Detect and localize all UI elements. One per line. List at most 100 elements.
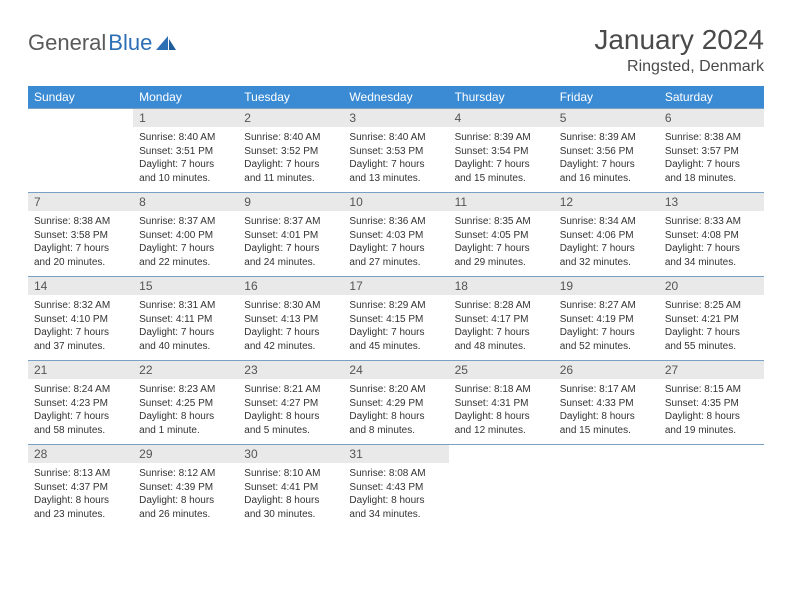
daylight-line2: and 55 minutes. [665, 340, 758, 354]
weekday-header: Saturday [659, 86, 764, 109]
day-details: Sunrise: 8:20 AMSunset: 4:29 PMDaylight:… [343, 379, 448, 439]
sunrise-text: Sunrise: 8:15 AM [665, 383, 758, 397]
sunset-text: Sunset: 4:00 PM [139, 229, 232, 243]
day-details: Sunrise: 8:39 AMSunset: 3:54 PMDaylight:… [449, 127, 554, 187]
sunrise-text: Sunrise: 8:36 AM [349, 215, 442, 229]
sunrise-text: Sunrise: 8:33 AM [665, 215, 758, 229]
calendar-empty-cell [449, 445, 554, 529]
sunset-text: Sunset: 4:31 PM [455, 397, 548, 411]
daylight-line2: and 15 minutes. [560, 424, 653, 438]
sunrise-text: Sunrise: 8:40 AM [349, 131, 442, 145]
sunset-text: Sunset: 4:05 PM [455, 229, 548, 243]
day-number: 11 [449, 193, 554, 211]
day-details: Sunrise: 8:38 AMSunset: 3:58 PMDaylight:… [28, 211, 133, 271]
daylight-line1: Daylight: 7 hours [244, 326, 337, 340]
daylight-line1: Daylight: 7 hours [34, 242, 127, 256]
sunset-text: Sunset: 3:51 PM [139, 145, 232, 159]
calendar-day-cell: 28Sunrise: 8:13 AMSunset: 4:37 PMDayligh… [28, 445, 133, 529]
day-number: 27 [659, 361, 764, 379]
day-details: Sunrise: 8:34 AMSunset: 4:06 PMDaylight:… [554, 211, 659, 271]
sunset-text: Sunset: 3:58 PM [34, 229, 127, 243]
daylight-line2: and 30 minutes. [244, 508, 337, 522]
day-number: 19 [554, 277, 659, 295]
day-details: Sunrise: 8:24 AMSunset: 4:23 PMDaylight:… [28, 379, 133, 439]
daylight-line2: and 22 minutes. [139, 256, 232, 270]
day-details: Sunrise: 8:32 AMSunset: 4:10 PMDaylight:… [28, 295, 133, 355]
daylight-line1: Daylight: 8 hours [349, 494, 442, 508]
day-number: 10 [343, 193, 448, 211]
location-label: Ringsted, Denmark [594, 58, 764, 76]
sunrise-text: Sunrise: 8:27 AM [560, 299, 653, 313]
calendar-day-cell: 31Sunrise: 8:08 AMSunset: 4:43 PMDayligh… [343, 445, 448, 529]
calendar-day-cell: 23Sunrise: 8:21 AMSunset: 4:27 PMDayligh… [238, 361, 343, 445]
weekday-header: Friday [554, 86, 659, 109]
weekday-header-row: SundayMondayTuesdayWednesdayThursdayFrid… [28, 86, 764, 109]
calendar-day-cell: 27Sunrise: 8:15 AMSunset: 4:35 PMDayligh… [659, 361, 764, 445]
day-number: 15 [133, 277, 238, 295]
day-details: Sunrise: 8:28 AMSunset: 4:17 PMDaylight:… [449, 295, 554, 355]
day-number: 28 [28, 445, 133, 463]
sunset-text: Sunset: 4:11 PM [139, 313, 232, 327]
daylight-line2: and 58 minutes. [34, 424, 127, 438]
daylight-line1: Daylight: 7 hours [244, 242, 337, 256]
sunset-text: Sunset: 3:53 PM [349, 145, 442, 159]
day-number: 4 [449, 109, 554, 127]
day-details: Sunrise: 8:38 AMSunset: 3:57 PMDaylight:… [659, 127, 764, 187]
calendar-day-cell: 24Sunrise: 8:20 AMSunset: 4:29 PMDayligh… [343, 361, 448, 445]
sunrise-text: Sunrise: 8:12 AM [139, 467, 232, 481]
daylight-line2: and 16 minutes. [560, 172, 653, 186]
calendar-day-cell: 4Sunrise: 8:39 AMSunset: 3:54 PMDaylight… [449, 109, 554, 193]
daylight-line1: Daylight: 7 hours [139, 158, 232, 172]
calendar-day-cell: 10Sunrise: 8:36 AMSunset: 4:03 PMDayligh… [343, 193, 448, 277]
calendar-day-cell: 12Sunrise: 8:34 AMSunset: 4:06 PMDayligh… [554, 193, 659, 277]
day-details: Sunrise: 8:35 AMSunset: 4:05 PMDaylight:… [449, 211, 554, 271]
weekday-header: Monday [133, 86, 238, 109]
daylight-line1: Daylight: 8 hours [560, 410, 653, 424]
daylight-line2: and 24 minutes. [244, 256, 337, 270]
sunrise-text: Sunrise: 8:38 AM [34, 215, 127, 229]
sunset-text: Sunset: 4:23 PM [34, 397, 127, 411]
daylight-line1: Daylight: 7 hours [665, 242, 758, 256]
calendar-day-cell: 6Sunrise: 8:38 AMSunset: 3:57 PMDaylight… [659, 109, 764, 193]
sunrise-text: Sunrise: 8:32 AM [34, 299, 127, 313]
day-number: 26 [554, 361, 659, 379]
logo-text-general: General [28, 30, 106, 56]
day-number: 31 [343, 445, 448, 463]
daylight-line1: Daylight: 7 hours [34, 410, 127, 424]
sunset-text: Sunset: 4:27 PM [244, 397, 337, 411]
sunrise-text: Sunrise: 8:39 AM [455, 131, 548, 145]
daylight-line1: Daylight: 8 hours [244, 410, 337, 424]
daylight-line1: Daylight: 7 hours [455, 326, 548, 340]
sail-icon [156, 36, 176, 50]
day-number: 25 [449, 361, 554, 379]
daylight-line2: and 52 minutes. [560, 340, 653, 354]
daylight-line1: Daylight: 8 hours [244, 494, 337, 508]
day-details: Sunrise: 8:13 AMSunset: 4:37 PMDaylight:… [28, 463, 133, 523]
daylight-line2: and 29 minutes. [455, 256, 548, 270]
sunrise-text: Sunrise: 8:29 AM [349, 299, 442, 313]
daylight-line1: Daylight: 7 hours [665, 158, 758, 172]
daylight-line1: Daylight: 7 hours [560, 242, 653, 256]
calendar-day-cell: 11Sunrise: 8:35 AMSunset: 4:05 PMDayligh… [449, 193, 554, 277]
calendar-week-row: 7Sunrise: 8:38 AMSunset: 3:58 PMDaylight… [28, 193, 764, 277]
calendar-day-cell: 9Sunrise: 8:37 AMSunset: 4:01 PMDaylight… [238, 193, 343, 277]
sunset-text: Sunset: 4:15 PM [349, 313, 442, 327]
sunrise-text: Sunrise: 8:38 AM [665, 131, 758, 145]
sunset-text: Sunset: 4:25 PM [139, 397, 232, 411]
day-number: 5 [554, 109, 659, 127]
day-details: Sunrise: 8:30 AMSunset: 4:13 PMDaylight:… [238, 295, 343, 355]
calendar-day-cell: 26Sunrise: 8:17 AMSunset: 4:33 PMDayligh… [554, 361, 659, 445]
daylight-line2: and 42 minutes. [244, 340, 337, 354]
weekday-header: Wednesday [343, 86, 448, 109]
logo: General Blue [28, 24, 176, 56]
sunrise-text: Sunrise: 8:17 AM [560, 383, 653, 397]
day-number: 20 [659, 277, 764, 295]
sunrise-text: Sunrise: 8:20 AM [349, 383, 442, 397]
day-number: 7 [28, 193, 133, 211]
sunrise-text: Sunrise: 8:23 AM [139, 383, 232, 397]
calendar-day-cell: 25Sunrise: 8:18 AMSunset: 4:31 PMDayligh… [449, 361, 554, 445]
daylight-line1: Daylight: 7 hours [455, 242, 548, 256]
daylight-line2: and 27 minutes. [349, 256, 442, 270]
header: General Blue January 2024 Ringsted, Denm… [28, 24, 764, 76]
day-details: Sunrise: 8:21 AMSunset: 4:27 PMDaylight:… [238, 379, 343, 439]
